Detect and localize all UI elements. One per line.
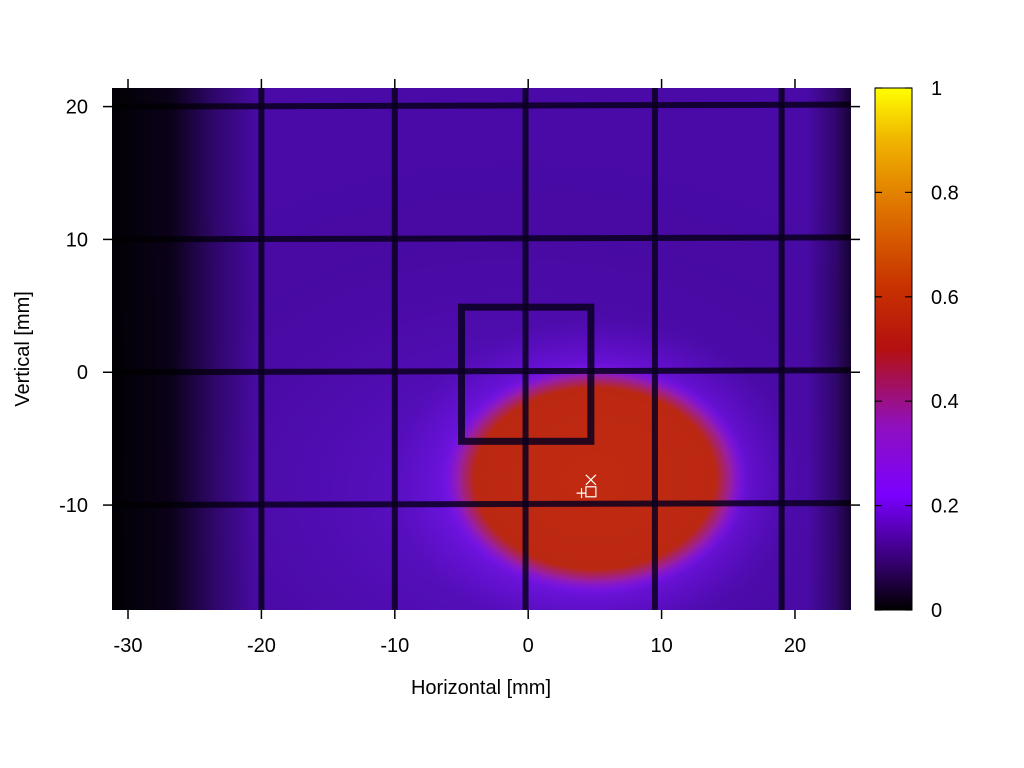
colorbar-tick-label: 0.2 xyxy=(931,496,959,518)
y-tick-label: -10 xyxy=(59,495,88,517)
y-tick-label: 20 xyxy=(66,97,88,119)
y-tick-label: 10 xyxy=(66,229,88,251)
x-axis-label: Horizontal [mm] xyxy=(411,677,551,699)
colorbar-tick-label: 0.4 xyxy=(931,391,959,413)
x-tick-label: -20 xyxy=(247,635,276,657)
colorbar-tick-label: 1 xyxy=(931,78,942,100)
colorbar: 0 0.2 0.4 0.6 0.8 1 xyxy=(874,78,959,622)
colorbar-gradient xyxy=(874,87,913,611)
marker-plus xyxy=(576,488,587,499)
x-tick-label: 20 xyxy=(784,635,806,657)
edge-vignette xyxy=(112,88,851,610)
x-tick-label: 0 xyxy=(523,635,534,657)
axis-ticks: -30 -20 -10 0 10 20 -10 0 10 20 xyxy=(59,79,860,657)
x-tick-label: -10 xyxy=(380,635,409,657)
marker-cross xyxy=(585,474,597,486)
x-tick-label: 10 xyxy=(650,635,672,657)
colorbar-tick-label: 0 xyxy=(931,600,942,622)
colorbar-tick-label: 0.8 xyxy=(931,182,959,204)
plot-area xyxy=(112,88,851,610)
colorbar-tick-label: 0.6 xyxy=(931,287,959,309)
colorbar-ticks: 0 0.2 0.4 0.6 0.8 1 xyxy=(875,78,959,622)
marker-square xyxy=(585,486,597,498)
y-axis-label: Vertical [mm] xyxy=(12,291,34,407)
markers xyxy=(576,474,597,499)
y-tick-label: 0 xyxy=(77,362,88,384)
x-tick-label: -30 xyxy=(114,635,143,657)
